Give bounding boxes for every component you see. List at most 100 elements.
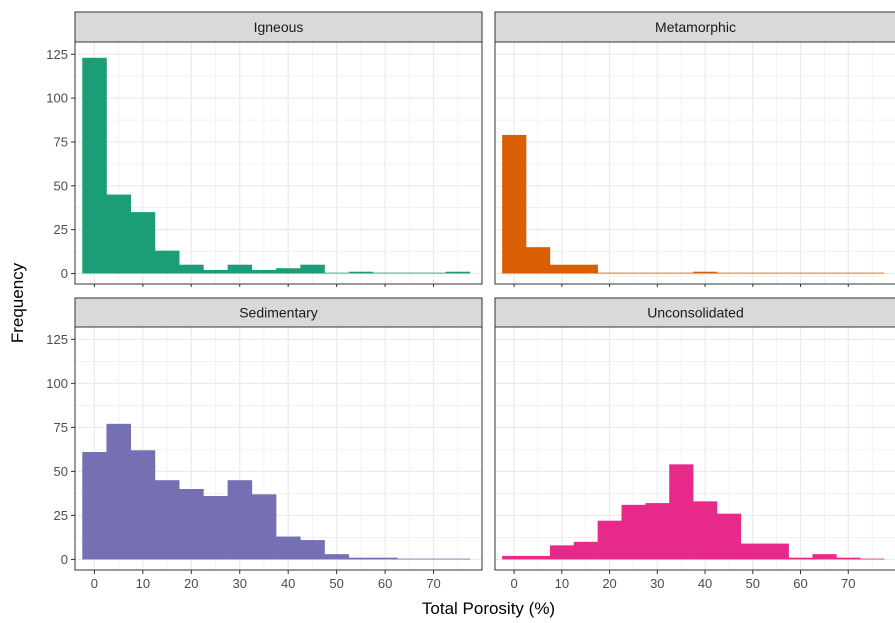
histogram-bar <box>860 272 885 274</box>
x-tick-label: 40 <box>698 576 712 591</box>
histogram-bar <box>276 536 301 560</box>
facet-strip <box>74 11 483 43</box>
histogram-bar <box>693 271 718 274</box>
histogram-bar <box>372 272 398 274</box>
histogram-bar <box>203 496 228 560</box>
histogram-bar <box>348 271 374 274</box>
facet-strip-label: Metamorphic <box>655 19 736 35</box>
histogram-bar <box>812 272 837 274</box>
histogram-bar <box>669 272 694 274</box>
histogram-bar <box>445 558 471 560</box>
histogram-bar <box>836 557 861 560</box>
panel-unconsolidated: Unconsolidated <box>494 297 895 571</box>
panel-metamorphic: Metamorphic <box>494 11 895 285</box>
histogram-bar <box>502 555 527 560</box>
histogram-bar <box>669 464 694 560</box>
histogram-bar <box>693 501 718 560</box>
histogram-bar <box>130 450 156 560</box>
histogram-bar <box>645 503 670 560</box>
y-tick-label: 100 <box>46 91 68 106</box>
histogram-bar <box>397 558 422 560</box>
histogram-bar <box>421 272 446 274</box>
y-tick-label: 125 <box>46 332 68 347</box>
histogram-bar <box>716 513 742 560</box>
y-tick-label: 100 <box>46 376 68 391</box>
histogram-bar <box>788 557 813 560</box>
histogram-bar <box>526 555 551 560</box>
y-tick-label: 75 <box>54 134 68 149</box>
panel-sedimentary: Sedimentary <box>74 297 483 571</box>
histogram-bar <box>154 480 180 560</box>
y-tick-label: 25 <box>54 222 68 237</box>
histogram-bar <box>645 272 670 274</box>
histogram-bar <box>597 520 622 560</box>
histogram-bar <box>324 272 350 274</box>
facet-strip <box>74 297 483 328</box>
x-tick-label: 0 <box>91 576 98 591</box>
histogram-bar <box>227 480 253 560</box>
x-tick-label: 60 <box>793 576 807 591</box>
y-tick-label: 125 <box>46 47 68 62</box>
x-tick-label: 0 <box>510 576 517 591</box>
histogram-bar <box>251 269 277 274</box>
histogram-bar <box>716 272 742 274</box>
panel-border <box>494 41 895 285</box>
x-axis-title: Total Porosity (%) <box>422 599 555 618</box>
histogram-bar <box>764 543 789 560</box>
histogram-bar <box>788 272 813 274</box>
histogram-bar <box>106 194 132 274</box>
histogram-bar <box>621 272 646 274</box>
x-tick-label: 70 <box>426 576 440 591</box>
x-tick-label: 40 <box>281 576 295 591</box>
panel-igneous: Igneous <box>74 11 483 285</box>
histogram-bar <box>621 504 646 560</box>
histogram-bar <box>179 489 204 560</box>
y-tick-label: 0 <box>61 266 68 281</box>
histogram-bar <box>372 557 398 560</box>
y-tick-label: 0 <box>61 552 68 567</box>
histogram-bar <box>324 554 350 560</box>
facet-strip-label: Unconsolidated <box>647 305 744 321</box>
histogram-bar <box>154 250 180 274</box>
histogram-bar <box>227 264 253 274</box>
histogram-bar <box>251 494 277 560</box>
panel-border <box>74 326 483 571</box>
panel-border <box>494 326 895 571</box>
histogram-bar <box>82 57 107 274</box>
histogram-bar <box>82 452 107 560</box>
facet-strip <box>494 11 895 43</box>
x-tick-label: 30 <box>650 576 664 591</box>
histogram-bar <box>502 134 527 274</box>
y-axis-title: Frequency <box>8 262 27 343</box>
y-tick-label: 50 <box>54 464 68 479</box>
histogram-bar <box>130 212 156 274</box>
x-tick-label: 50 <box>746 576 760 591</box>
histogram-bar <box>348 557 374 560</box>
histogram-bar <box>573 264 598 274</box>
histogram-bar <box>421 558 446 560</box>
histogram-bar <box>597 272 622 274</box>
panel-background <box>495 42 895 284</box>
facet-panels: Igneous Metamorphic Sedimentary Unconsolida… <box>74 11 895 571</box>
histogram-bar <box>276 268 301 274</box>
panel-border <box>74 41 483 285</box>
y-tick-label: 50 <box>54 178 68 193</box>
x-tick-label: 30 <box>233 576 247 591</box>
histogram-bar <box>300 264 325 274</box>
y-tick-label: 75 <box>54 420 68 435</box>
facet-strip-label: Sedimentary <box>239 305 318 321</box>
x-tick-label: 50 <box>329 576 343 591</box>
histogram-bar <box>764 272 789 274</box>
histogram-bar <box>740 272 766 274</box>
histogram-bar <box>549 545 575 560</box>
histogram-bar <box>860 558 885 560</box>
x-tick-label: 20 <box>602 576 616 591</box>
histogram-bar <box>397 272 422 274</box>
histogram-bar <box>812 554 837 560</box>
x-tick-label: 10 <box>555 576 569 591</box>
histogram-bar <box>445 271 471 274</box>
x-tick-label: 10 <box>136 576 150 591</box>
y-tick-label: 25 <box>54 508 68 523</box>
histogram-bar <box>300 540 325 560</box>
